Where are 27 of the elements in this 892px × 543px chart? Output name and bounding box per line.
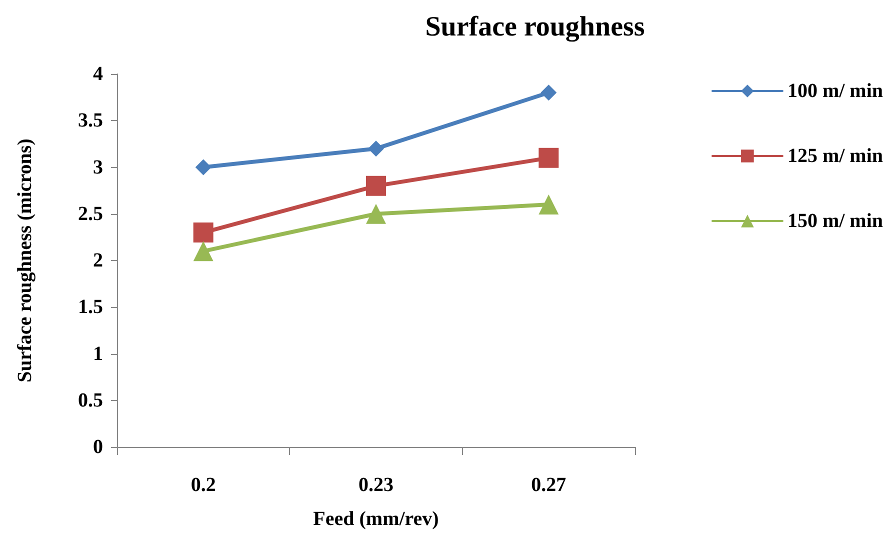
legend-label: 100 m/ min xyxy=(787,80,884,102)
y-tick-label: 3 xyxy=(93,156,103,178)
y-tick-label: 1.5 xyxy=(78,296,103,318)
point xyxy=(193,222,214,243)
y-tick-label: 4 xyxy=(93,63,103,85)
point xyxy=(540,84,557,101)
y-tick-label: 1 xyxy=(93,342,103,365)
point xyxy=(193,241,214,262)
x-axis-title: Feed (mm/rev) xyxy=(313,508,439,530)
point xyxy=(366,204,386,224)
y-tick-label: 0 xyxy=(93,436,103,458)
point xyxy=(195,159,212,176)
y-axis-title: Surface roughness (microns) xyxy=(14,138,36,382)
chart-title: Surface roughness xyxy=(425,12,645,42)
legend-label: 150 m/ min xyxy=(787,210,884,232)
x-tick-label: 0.23 xyxy=(358,474,394,496)
y-tick-label: 3.5 xyxy=(78,110,103,132)
point xyxy=(538,148,559,168)
x-tick-label: 0.27 xyxy=(531,474,566,496)
point xyxy=(538,194,559,215)
x-tick-label: 0.2 xyxy=(190,474,216,496)
y-tick-label: 2.5 xyxy=(78,202,103,225)
point xyxy=(368,140,384,157)
legend-label: 125 m/ min xyxy=(787,145,884,167)
y-tick-label: 0.5 xyxy=(78,389,103,412)
point xyxy=(366,176,386,196)
y-tick-label: 2 xyxy=(93,250,103,272)
